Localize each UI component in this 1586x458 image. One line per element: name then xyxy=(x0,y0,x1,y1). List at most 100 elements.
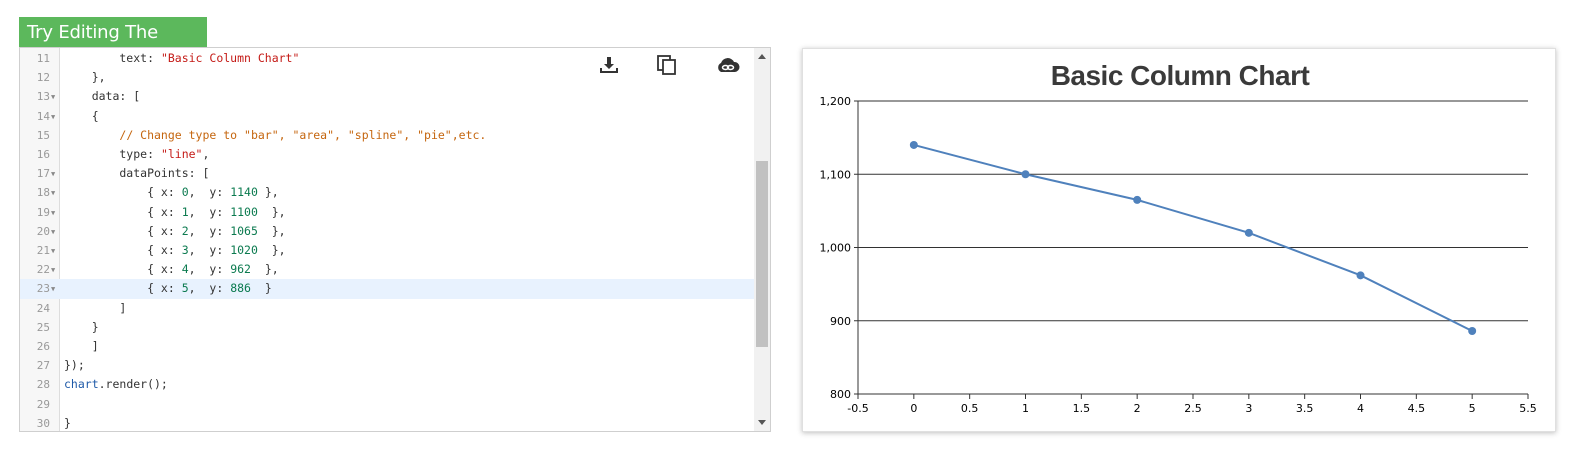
code-token: text: xyxy=(64,51,161,65)
code-line[interactable]: 14 ▼ { xyxy=(20,107,755,126)
code-token: , y: xyxy=(188,204,231,219)
code-editor[interactable]: 11 text: "Basic Column Chart" 12 }, 13 ▼ da… xyxy=(19,47,771,432)
code-text: { x: 1, y: 1100 }, xyxy=(64,203,286,222)
code-line[interactable]: 26 ] xyxy=(20,337,755,356)
code-line[interactable]: 15 // Change type to "bar", "area", "spl… xyxy=(20,126,755,145)
scroll-up-icon[interactable] xyxy=(758,54,766,59)
code-text: chart.render(); xyxy=(64,375,168,394)
code-token: , xyxy=(202,147,210,161)
code-text: ] xyxy=(64,299,126,318)
code-token: { x: xyxy=(64,281,182,296)
code-token: .render(); xyxy=(98,377,168,392)
code-text: { x: 3, y: 1020 }, xyxy=(64,241,286,260)
editor-vertical-scrollbar[interactable] xyxy=(754,48,770,431)
code-token: // Change type to "bar", "area", "spline… xyxy=(119,127,487,142)
code-line[interactable]: 11 text: "Basic Column Chart" xyxy=(20,49,755,68)
line-number: 22 xyxy=(36,263,50,277)
copy-icon[interactable] xyxy=(656,54,678,76)
x-tick-label: 0 xyxy=(910,402,917,415)
code-line[interactable]: 12 }, xyxy=(20,68,755,87)
fold-arrow-icon[interactable]: ▼ xyxy=(51,170,56,179)
code-line[interactable]: 27}); xyxy=(20,356,755,375)
code-token: "Basic Column Chart" xyxy=(160,51,300,65)
code-line[interactable]: 23 ▼ { x: 5, y: 886 } xyxy=(20,279,755,299)
code-token: { x: xyxy=(64,243,182,257)
chart-panel: Basic Column Chart 800 900 1,000 1,100 1,200… xyxy=(802,48,1556,432)
code-token: ] xyxy=(64,339,99,353)
chart-title: Basic Column Chart xyxy=(1051,60,1310,91)
x-tick-label: 2.5 xyxy=(1184,402,1202,415)
line-number: 21 xyxy=(36,244,50,257)
chart-axes: 800 900 1,000 1,100 1,200 -0.5 0 0.5 1 1.5 2 2.5 3 3.… xyxy=(820,95,1537,415)
code-line[interactable]: 13 ▼ data: [ xyxy=(20,87,755,106)
y-tick-label: 1,000 xyxy=(820,242,852,255)
code-token: , y: xyxy=(188,185,231,200)
line-number: 25 xyxy=(36,320,50,334)
code-line[interactable]: 25 } xyxy=(20,318,755,337)
fold-arrow-icon[interactable]: ▼ xyxy=(51,227,56,236)
code-text: { x: 4, y: 962 }, xyxy=(64,260,279,279)
code-token: { x: xyxy=(64,204,182,219)
code-line[interactable]: 29 xyxy=(20,395,755,414)
code-token: 962 xyxy=(230,262,251,277)
fold-arrow-icon[interactable]: ▼ xyxy=(51,266,56,275)
download-icon[interactable] xyxy=(598,54,620,76)
y-tick-label: 1,200 xyxy=(820,95,852,108)
code-text: }, xyxy=(64,68,106,87)
code-text: } xyxy=(64,414,71,431)
line-number: 29 xyxy=(36,397,50,411)
data-point xyxy=(1021,170,1030,179)
line-number: 20 xyxy=(36,224,50,238)
code-line[interactable]: 30} xyxy=(20,414,755,431)
code-text: // Change type to "bar", "area", "spline… xyxy=(64,126,486,145)
code-line[interactable]: 16 type: "line", xyxy=(20,145,755,164)
code-text: { x: 2, y: 1065 }, xyxy=(64,222,286,241)
code-token: chart xyxy=(64,377,99,392)
fold-arrow-icon[interactable]: ▼ xyxy=(51,285,56,294)
fold-arrow-icon[interactable]: ▼ xyxy=(51,93,56,102)
line-chart: Basic Column Chart 800 900 1,000 1,100 1,200… xyxy=(820,60,1537,415)
line-number: 12 xyxy=(36,71,50,85)
scroll-down-icon[interactable] xyxy=(758,420,766,425)
line-number: 19 xyxy=(36,205,50,219)
code-line[interactable]: 18 ▼ { x: 0, y: 1140 }, xyxy=(20,183,755,202)
line-number-gutter xyxy=(20,48,60,431)
line-number: 17 xyxy=(36,167,50,181)
code-line[interactable]: 28 chart.render(); xyxy=(20,375,755,394)
code-text: { x: 5, y: 886 } xyxy=(64,279,272,298)
series-line xyxy=(913,143,1473,332)
fold-arrow-icon[interactable]: ▼ xyxy=(51,112,56,121)
fold-arrow-icon[interactable]: ▼ xyxy=(51,247,56,255)
line-number: 30 xyxy=(36,416,50,430)
data-point xyxy=(909,140,918,149)
fold-arrow-icon[interactable]: ▼ xyxy=(51,208,56,217)
code-token: { x: xyxy=(64,262,182,277)
code-line[interactable]: 22 ▼ { x: 4, y: 962 }, xyxy=(20,260,755,279)
scrollbar-thumb[interactable] xyxy=(756,161,768,347)
x-tick-label: 1 xyxy=(1022,402,1029,415)
code-text: ] xyxy=(64,337,99,356)
code-line[interactable]: 21 ▼ { x: 3, y: 1020 }, xyxy=(20,241,755,260)
code-line[interactable]: 19 ▼ { x: 1, y: 1100 }, xyxy=(20,203,755,222)
line-number: 23 xyxy=(36,282,50,296)
line-number: 24 xyxy=(36,301,50,315)
fold-arrow-icon[interactable]: ▼ xyxy=(51,189,56,198)
code-token: }, xyxy=(257,185,279,200)
code-token: 1020 xyxy=(230,243,258,257)
x-tick-label: 4.5 xyxy=(1408,402,1426,415)
code-line[interactable]: 20 ▼ { x: 2, y: 1065 }, xyxy=(20,222,755,241)
line-number: 18 xyxy=(36,186,50,200)
x-tick-label: 1.5 xyxy=(1073,402,1091,415)
x-tick-label: 0.5 xyxy=(961,402,979,415)
code-token: }, xyxy=(257,223,286,238)
data-point xyxy=(1133,195,1142,204)
code-line[interactable]: 24 ] xyxy=(20,299,755,318)
cloud-link-icon[interactable] xyxy=(716,54,740,76)
chart-series xyxy=(909,140,1477,336)
code-token: }, xyxy=(250,262,279,277)
code-token: { x: xyxy=(64,185,182,200)
data-point xyxy=(1468,327,1477,336)
line-number: 13 xyxy=(36,90,50,104)
code-line[interactable]: 17 ▼ dataPoints: [ xyxy=(20,164,755,183)
code-text: dataPoints: [ xyxy=(64,164,209,183)
